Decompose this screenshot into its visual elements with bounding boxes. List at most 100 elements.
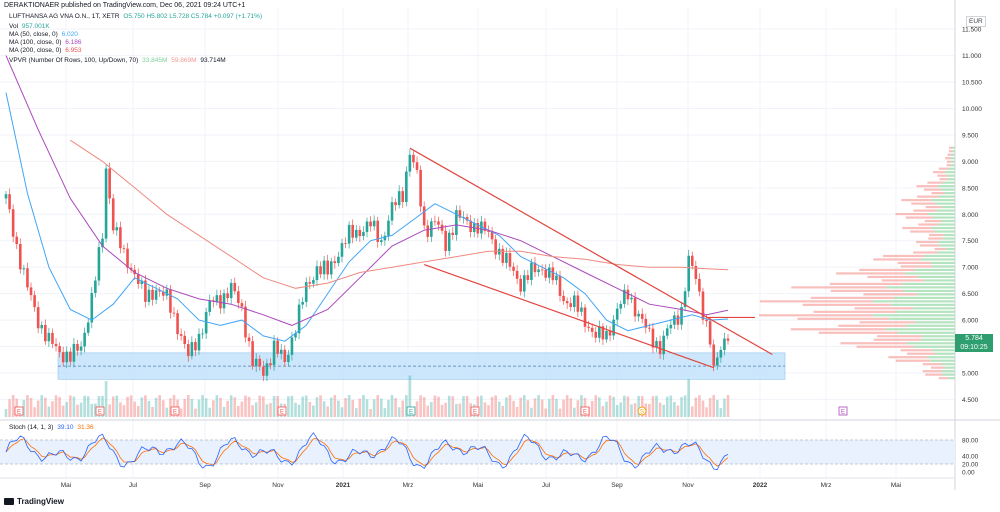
candle-body	[683, 291, 687, 308]
candle-body	[640, 313, 644, 319]
candle-body	[376, 220, 380, 242]
volume-bar	[580, 395, 583, 417]
volume-bar	[415, 401, 419, 417]
price-tick: 7.500	[962, 238, 979, 245]
volume-bar	[165, 407, 169, 417]
candle-body	[358, 229, 362, 237]
volume-bar	[290, 395, 294, 417]
event-marker	[470, 406, 480, 416]
vpvr-up-bar	[886, 328, 955, 331]
vpvr-down-bar	[931, 192, 945, 195]
candle-body	[11, 209, 15, 237]
vpvr-down-bar	[905, 216, 933, 219]
ma50-value: 6.020	[61, 31, 78, 38]
price-tick: 7.000	[962, 265, 979, 272]
candle-body	[254, 358, 258, 367]
volume-bar	[101, 395, 104, 417]
candle-body	[551, 267, 555, 281]
vol-value: 957.001K	[21, 23, 50, 30]
candle-body	[383, 235, 387, 241]
vpvr-up-bar	[930, 261, 955, 265]
candle-body	[501, 248, 505, 263]
volume-bar	[172, 395, 176, 417]
volume-bar	[158, 395, 161, 417]
volume-bar	[662, 404, 665, 417]
volume-bar	[315, 397, 319, 417]
volume-bar	[383, 408, 387, 417]
vpvr-label: VPVR (Number Of Rows, 100, Up/Down, 70)	[9, 57, 139, 64]
volume-bar	[426, 405, 430, 417]
candle-body	[272, 340, 276, 366]
candle-body	[15, 236, 19, 245]
volume-bar	[387, 399, 390, 417]
vpvr-up-bar	[951, 164, 955, 167]
volume-bar	[208, 407, 212, 417]
vpvr-up-bar	[950, 157, 955, 160]
volume-bar	[76, 404, 79, 417]
volume-bar	[512, 400, 515, 417]
candle-body	[194, 342, 197, 351]
time-tick: 2022	[753, 482, 768, 489]
volume-bar	[526, 400, 530, 417]
candle-body	[190, 342, 194, 357]
time-tick: Sep	[611, 482, 623, 489]
volume-bar	[623, 395, 626, 417]
volume-bar	[437, 396, 440, 417]
volume-bar	[322, 401, 326, 417]
vpvr-down-bar	[902, 226, 932, 230]
volume-bar	[212, 400, 215, 417]
vpvr-up-bar	[931, 226, 955, 230]
price-axis[interactable]: 11.500 11.000 10.500 10.000 9.500 9.000 8.500 8…	[954, 0, 982, 490]
volume-bar	[601, 406, 605, 417]
vpvr-up-bar	[935, 202, 955, 205]
volume-bar	[598, 397, 601, 417]
volume-bar	[680, 397, 683, 417]
volume-bar	[133, 401, 136, 417]
time-axis[interactable]: Mai Jul Sep Nov 2021 Mrz Mai Jul Sep Nov 2022 Mrz Ma…	[0, 477, 955, 489]
candle-body	[480, 221, 483, 234]
volume-bar	[47, 406, 51, 417]
tradingview-logo[interactable]: TradingView	[4, 497, 64, 506]
candle-body	[465, 217, 469, 221]
vpvr-down-bar	[883, 254, 925, 258]
event-marker	[580, 406, 590, 416]
volume-bar	[440, 404, 444, 417]
vpvr-up-bar	[913, 345, 955, 348]
volume-bar	[215, 395, 219, 417]
volume-bar	[244, 395, 247, 417]
vpvr-down-bar	[873, 258, 921, 261]
vpvr-up-bar	[941, 206, 955, 209]
vpvr-up-bar	[914, 321, 955, 324]
candle-body	[494, 239, 497, 255]
candle-body	[637, 313, 640, 317]
volume-bar	[104, 381, 108, 417]
time-tick: Mai	[61, 482, 71, 489]
vpvr-up-bar	[941, 188, 955, 191]
ma100-legend: MA (100, close, 0) 6.186	[9, 39, 81, 47]
candle-body	[369, 221, 372, 227]
candle-body	[372, 220, 376, 227]
volume-bar	[301, 396, 304, 417]
volume-bar	[258, 395, 262, 417]
candle-body	[658, 341, 662, 355]
vpvr-down-bar	[867, 275, 919, 279]
candle-body	[18, 244, 22, 270]
vpvr-up-bar	[943, 233, 955, 237]
vpvr-up-bar	[948, 377, 955, 380]
vpvr-down-bar	[946, 164, 952, 167]
candle-body	[86, 322, 90, 333]
time-tick: Mrz	[403, 482, 414, 489]
candle-body	[283, 349, 287, 362]
volume-bar	[329, 397, 333, 417]
volume-bar	[254, 402, 258, 417]
vpvr-up-bar	[934, 352, 955, 355]
stoch-k-value: 39.10	[57, 424, 74, 431]
vpvr-down-bar	[938, 167, 948, 170]
vpvr-up-bar	[944, 192, 955, 195]
vpvr-up-bar	[886, 286, 955, 289]
volume-bar	[658, 402, 662, 417]
candle-body	[394, 202, 397, 206]
currency-label[interactable]: EUR	[966, 16, 986, 27]
